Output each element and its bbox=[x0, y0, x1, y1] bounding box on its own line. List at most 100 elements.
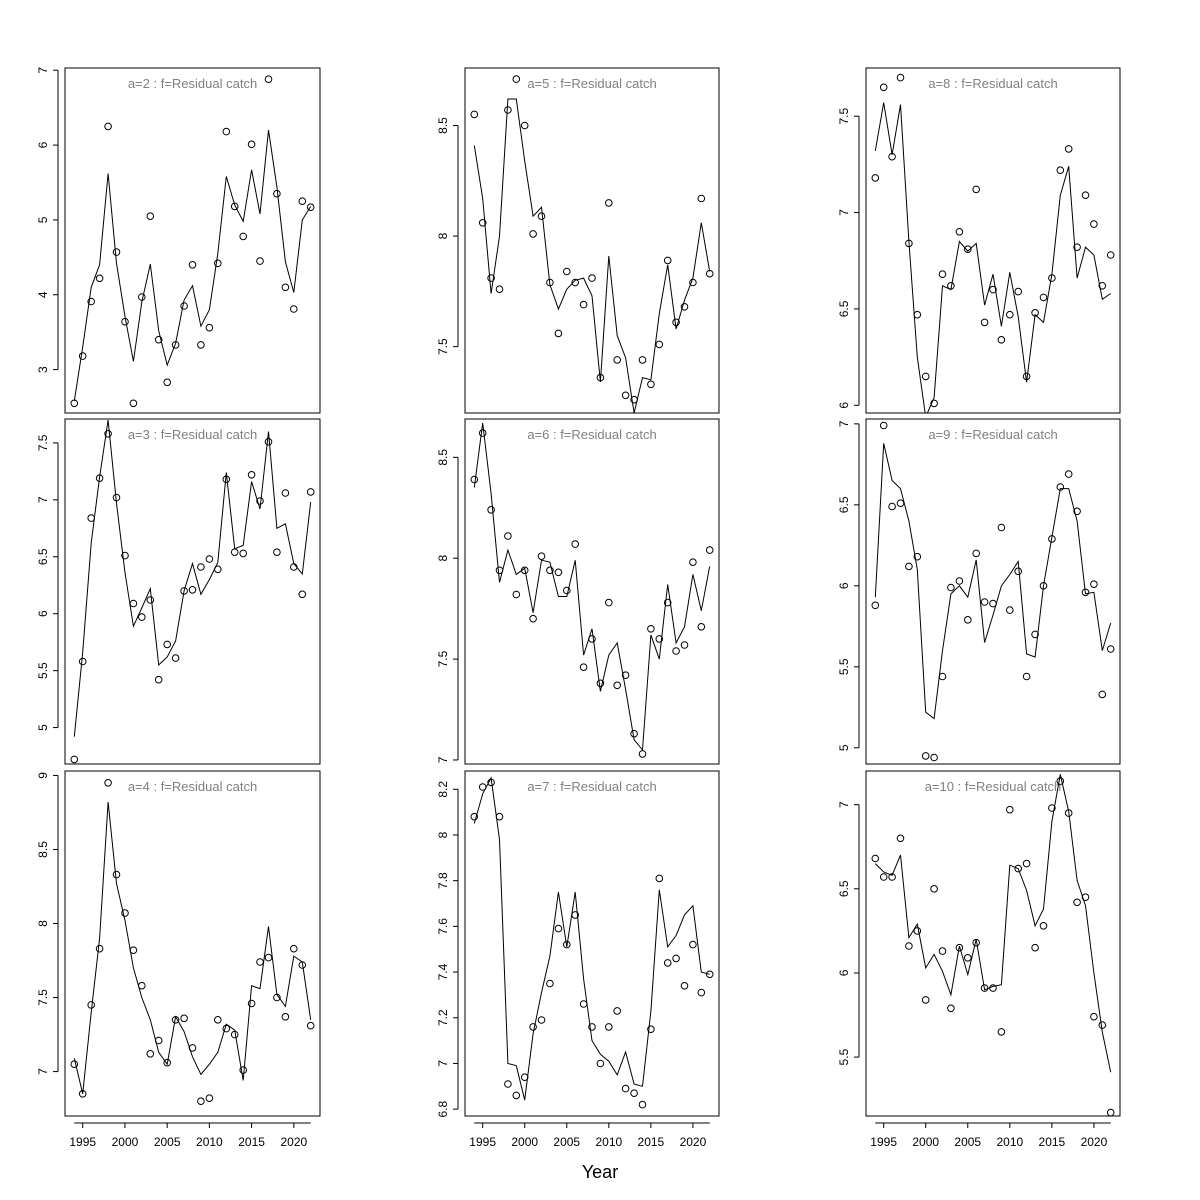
plot-frame bbox=[64, 770, 321, 1117]
observed-point bbox=[306, 203, 315, 211]
plot-frame bbox=[464, 770, 720, 1117]
observed-point bbox=[205, 555, 214, 563]
observed-point bbox=[273, 189, 281, 198]
x-tick-label: 2000 bbox=[912, 1135, 939, 1149]
observed-point bbox=[980, 318, 989, 327]
y-tick-label: 4 bbox=[36, 291, 50, 298]
observed-point bbox=[154, 335, 163, 344]
observed-point bbox=[78, 657, 87, 666]
observed-point bbox=[112, 248, 121, 256]
y-tick-label: 6.5 bbox=[837, 880, 851, 897]
observed-point bbox=[930, 399, 938, 408]
observed-point bbox=[647, 1025, 655, 1033]
observed-point bbox=[214, 1016, 222, 1024]
observed-point bbox=[281, 1013, 290, 1021]
y-tick-label: 7 bbox=[36, 67, 50, 74]
observed-point bbox=[1022, 372, 1031, 381]
panel-9: a=10 : f=Residual catch 5.5 6 6.5 7 1995 2000 2… bbox=[837, 770, 1121, 1149]
fitted-line bbox=[73, 130, 312, 402]
observed-point bbox=[638, 1100, 647, 1109]
observed-point bbox=[298, 197, 307, 205]
observed-point bbox=[980, 984, 989, 992]
observed-point bbox=[1106, 251, 1115, 259]
observed-point bbox=[298, 590, 307, 599]
observed-point bbox=[512, 1091, 521, 1100]
observed-point bbox=[621, 671, 630, 680]
observed-point bbox=[613, 1007, 622, 1015]
fitted-line bbox=[73, 420, 312, 737]
panel-title: a=10 : f=Residual catch bbox=[925, 779, 1062, 794]
observed-point bbox=[972, 185, 981, 194]
observed-point bbox=[871, 174, 880, 182]
observed-point bbox=[104, 779, 112, 787]
observed-point bbox=[290, 305, 298, 313]
panel-1: a=2 : f=Residual catch 3 4 5 6 7 bbox=[36, 67, 321, 414]
observed-point bbox=[638, 750, 647, 758]
observed-point bbox=[138, 981, 146, 990]
y-tick-label: 3 bbox=[36, 366, 50, 373]
observed-point bbox=[871, 854, 880, 863]
x-tick-label: 2015 bbox=[638, 1135, 665, 1149]
observed-point bbox=[129, 399, 138, 408]
observed-point bbox=[605, 598, 613, 607]
observed-point bbox=[1081, 893, 1090, 902]
observed-point bbox=[947, 583, 955, 592]
y-tick-label: 6.5 bbox=[837, 300, 851, 317]
observed-point bbox=[563, 267, 571, 276]
observed-point bbox=[520, 121, 529, 130]
y-tick-label: 7.6 bbox=[436, 918, 450, 935]
observed-point bbox=[188, 261, 197, 269]
observed-point bbox=[964, 954, 972, 962]
observed-point bbox=[947, 282, 955, 290]
observed-point bbox=[879, 421, 888, 430]
observed-point bbox=[1056, 483, 1065, 491]
observed-point bbox=[955, 943, 964, 952]
y-tick-label: 7 bbox=[36, 496, 50, 503]
fitted-line bbox=[73, 802, 312, 1094]
observed-point bbox=[1014, 287, 1023, 296]
x-tick-label: 2010 bbox=[996, 1135, 1023, 1149]
observed-point bbox=[1006, 606, 1014, 614]
y-tick-label: 7 bbox=[837, 420, 851, 427]
y-tick-label: 7 bbox=[837, 801, 851, 808]
observed-point bbox=[306, 1021, 315, 1030]
observed-point bbox=[487, 778, 495, 787]
observed-point bbox=[546, 979, 554, 988]
observed-point bbox=[112, 870, 121, 879]
observed-point bbox=[964, 245, 972, 253]
observed-point bbox=[104, 430, 112, 438]
observed-point bbox=[214, 565, 222, 574]
observed-point bbox=[1048, 804, 1056, 812]
plot-frame bbox=[865, 418, 1121, 765]
observed-point bbox=[647, 625, 655, 633]
observed-point bbox=[163, 378, 171, 387]
observed-point bbox=[596, 373, 605, 382]
observed-point bbox=[478, 219, 487, 227]
panel-data bbox=[871, 421, 1115, 762]
observed-point bbox=[1006, 805, 1014, 814]
observed-point bbox=[579, 300, 588, 309]
observed-point bbox=[222, 475, 231, 484]
y-tick-label: 7.5 bbox=[837, 108, 851, 125]
observed-point bbox=[121, 317, 129, 326]
observed-point bbox=[495, 566, 504, 575]
observed-point bbox=[972, 549, 981, 558]
x-tick-label: 1995 bbox=[469, 1135, 496, 1149]
observed-point bbox=[905, 942, 913, 950]
panel-4: a=5 : f=Residual catch 7.5 8 8.5 bbox=[436, 67, 720, 414]
observed-point bbox=[546, 566, 554, 575]
observed-point bbox=[281, 489, 290, 497]
observed-point bbox=[504, 532, 512, 540]
observed-point bbox=[921, 372, 930, 381]
observed-point bbox=[913, 310, 922, 319]
fitted-line bbox=[874, 443, 1112, 720]
observed-point bbox=[247, 140, 256, 149]
observed-point bbox=[1090, 220, 1098, 228]
observed-point bbox=[596, 679, 605, 688]
y-tick-label: 7.5 bbox=[436, 650, 450, 667]
observed-point bbox=[938, 947, 947, 955]
observed-point bbox=[997, 523, 1006, 532]
observed-point bbox=[605, 1023, 613, 1031]
observed-point bbox=[588, 274, 596, 282]
